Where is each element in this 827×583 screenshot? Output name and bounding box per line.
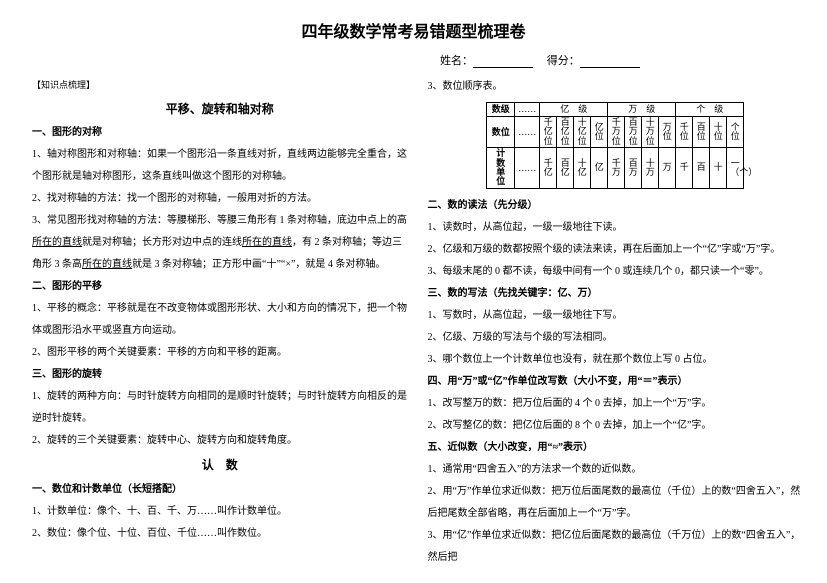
cell-yi-group: 亿 级 — [540, 103, 608, 117]
digit-cell: 十 — [713, 163, 723, 172]
cell-dots: …… — [515, 148, 540, 189]
digit-cell: 十位 — [713, 123, 723, 142]
u3: 所在的直线 — [82, 259, 132, 270]
p-a1: 1、通常用“四舍五入”的方法求一个数的近似数。 — [428, 459, 804, 481]
score-blank — [580, 56, 640, 68]
h-rot: 三、图形的旋转 — [32, 364, 408, 386]
p-a3: 3、用“亿”作单位求近似数：把亿位后面尾数的最高位（千万位）上的数“四舍五入”，… — [428, 525, 804, 569]
p-sym-3b: 就是对称轴；长方形对边中点的连线 — [82, 237, 242, 248]
digit-cell: 千万 — [611, 159, 621, 178]
h-sym: 一、图形的对称 — [32, 122, 408, 144]
digit-cell: 百 — [696, 163, 706, 172]
knowledge-tag: 【知识点梳理】 — [32, 76, 408, 96]
digit-cell: 千亿 — [543, 159, 553, 178]
digit-cell: 十万 — [645, 159, 655, 178]
h-read: 二、数的读法（先分级） — [428, 195, 804, 217]
p-w3: 3、哪个数位上一个计数单位也没有，就在那个数位上写 0 占位。 — [428, 349, 804, 371]
digit-cell: 个位 — [730, 123, 740, 142]
h-trans: 二、图形的平移 — [32, 276, 408, 298]
name-label: 姓名： — [440, 52, 473, 68]
digit-table-wrap: 数级 …… 亿 级 万 级 个 级 数位 …… 千亿位 百亿位 十亿位 亿位 千… — [428, 102, 804, 189]
digit-cell: 亿位 — [594, 123, 604, 142]
cell-unit-label: 计数单位 — [487, 148, 515, 189]
p-r2: 2、亿级和万级的数都按照个级的读法来读，再在后面加上一个“亿”字或“万”字。 — [428, 239, 804, 261]
p-w1: 1、写数时，从高位起，一级一级地往下写。 — [428, 305, 804, 327]
score-label: 得分： — [547, 52, 580, 68]
table-row: 数位 …… 千亿位 百亿位 十亿位 亿位 千万位 百万位 十万位 万位 千位 百… — [487, 116, 744, 147]
digit-cell: 十亿 — [577, 159, 587, 178]
cell-dots: …… — [515, 116, 540, 147]
name-blank — [473, 56, 533, 68]
p-sym-3: 3、常见图形找对称轴的方法：等腰梯形、等腰三角形有 1 条对称轴，底边中点上的高… — [32, 210, 408, 276]
digit-cell: 十万位 — [645, 118, 655, 146]
cell-ge-group: 个 级 — [676, 103, 744, 117]
p-sym-2: 2、找对称轴的方法：找一个图形的对称轴，一般用对折的方法。 — [32, 188, 408, 210]
left-column: 【知识点梳理】 平移、旋转和轴对称 一、图形的对称 1、轴对称图形和对称轴：如果… — [32, 76, 408, 569]
digit-cell: 亿 — [594, 163, 604, 172]
h-rewrite: 四、用“万”或“亿”作单位改写数（大小不变，用“＝”表示） — [428, 371, 804, 393]
p-sym-1: 1、轴对称图形和对称轴：如果一个图形沿一条直线对折，直线两边能够完全重合，这个图… — [32, 144, 408, 188]
page-title: 四年级数学常考易错题型梳理卷 — [0, 0, 827, 52]
content-columns: 【知识点梳理】 平移、旋转和轴对称 一、图形的对称 1、轴对称图形和对称轴：如果… — [32, 76, 803, 569]
digit-cell: 万位 — [662, 123, 672, 142]
h-approx: 五、近似数（大小改变，用“≈”表示） — [428, 437, 804, 459]
h-write: 三、数的写法（先找关键字：亿、万） — [428, 283, 804, 305]
u2: 所在的直线 — [242, 237, 292, 248]
digit-order-table: 数级 …… 亿 级 万 级 个 级 数位 …… 千亿位 百亿位 十亿位 亿位 千… — [486, 102, 744, 189]
cell-dots: …… — [515, 103, 540, 117]
p-rw1: 1、改写整万的数：把万位后面的 4 个 0 去掉，加上一个“万”字。 — [428, 393, 804, 415]
right-column: 3、数位顺序表。 数级 …… 亿 级 万 级 个 级 数位 …… 千亿位 百亿位… — [428, 76, 804, 569]
digit-cell: 千亿位 — [543, 118, 553, 146]
table-row: 数级 …… 亿 级 万 级 个 级 — [487, 103, 744, 117]
digit-cell: 万 — [662, 163, 672, 172]
h-du: 一、数位和计数单位（长短搭配） — [32, 479, 408, 501]
cell-pos-label: 数位 — [487, 116, 515, 147]
cell-wan-group: 万 级 — [608, 103, 676, 117]
p-sym-3a: 3、常见图形找对称轴的方法：等腰梯形、等腰三角形有 1 条对称轴，底边中点上的高 — [32, 215, 407, 226]
p-du-1: 1、计数单位：像个、十、百、千、万……叫作计数单位。 — [32, 501, 408, 523]
cell-level-label: 数级 — [487, 103, 515, 117]
p-w2: 2、亿级、万级的写法与个级的写法相同。 — [428, 327, 804, 349]
digit-cell: 十亿位 — [577, 118, 587, 146]
u1: 所在的直线 — [32, 237, 82, 248]
digit-cell: 百万位 — [628, 118, 638, 146]
digit-cell: 千万位 — [611, 118, 621, 146]
p-a2: 2、用“万”作单位求近似数：把万位后面尾数的最高位（千位）上的数“四舍五入”，然… — [428, 481, 804, 525]
digit-cell: 百亿位 — [560, 118, 570, 146]
section-recognize: 认 数 — [32, 452, 408, 478]
digit-cell: 千 — [679, 163, 689, 172]
header-fields: 姓名： 得分： — [440, 52, 640, 68]
p-order-title: 3、数位顺序表。 — [428, 76, 804, 98]
digit-cell: 百位 — [696, 123, 706, 142]
p-rot-2: 2、旋转的三个关键要素：旋转中心、旋转方向和旋转角度。 — [32, 430, 408, 452]
p-r3: 3、每级末尾的 0 都不读，每级中间有一个 0 或连续几个 0，都只读一个“零”… — [428, 261, 804, 283]
digit-cell: 百亿 — [560, 159, 570, 178]
digit-cell: 千位 — [679, 123, 689, 142]
p-rw2: 2、改写整亿的数：把亿位后面的 8 个 0 去掉，加上一个“亿”字。 — [428, 415, 804, 437]
p-sym-3d: 就是 3 条对称轴；正方形中画“十”“×”，就是 4 条对称轴。 — [132, 259, 385, 270]
section-transform: 平移、旋转和轴对称 — [32, 96, 408, 122]
digit-cell: 百万 — [628, 159, 638, 178]
p-r1: 1、读数时，从高位起，一级一级地往下读。 — [428, 217, 804, 239]
p-trans-1: 1、平移的概念：平移就是在不改变物体或图形形状、大小和方向的情况下，把一个物体或… — [32, 298, 408, 342]
p-trans-2: 2、图形平移的两个关键要素：平移的方向和平移的距离。 — [32, 342, 408, 364]
table-row: 计数单位 …… 千亿 百亿 十亿 亿 千万 百万 十万 万 千 百 十 一（个） — [487, 148, 744, 189]
p-du-2: 2、数位：像个位、十位、百位、千位……叫作数位。 — [32, 523, 408, 545]
digit-cell: 一（个） — [730, 159, 740, 178]
p-rot-1: 1、旋转的两种方向：与时针旋转方向相同的是顺时针旋转；与时针旋转方向相反的是逆时… — [32, 386, 408, 430]
